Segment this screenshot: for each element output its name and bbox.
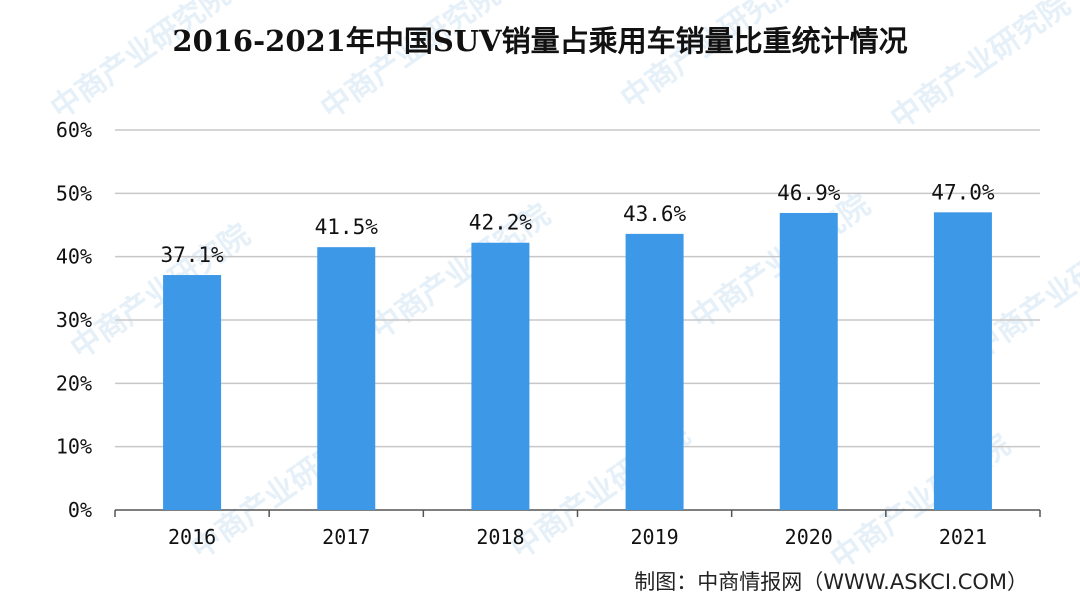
x-tick-label-2019: 2019 [630,525,678,549]
y-tick-label: 30% [56,308,92,332]
bar-2017 [317,247,376,510]
x-tick-label-2017: 2017 [322,525,370,549]
data-label-2017: 41.5% [315,215,379,239]
y-tick-label: 40% [56,245,92,269]
data-label-2019: 43.6% [623,202,687,226]
y-tick-label: 50% [56,181,92,205]
bar-2020 [779,212,838,510]
data-label-2018: 42.2% [469,211,533,235]
data-label-2021: 47.0% [931,180,995,204]
y-tick-label: 60% [56,118,92,142]
y-tick-label: 20% [56,371,92,395]
chart-title: 2016-2021年中国SUV销量占乘用车销量比重统计情况 [172,24,908,58]
x-tick-label-2020: 2020 [785,525,833,549]
bar-2019 [625,233,684,510]
bar-2021 [933,212,992,511]
bar-2016 [163,275,222,510]
data-label-2016: 37.1% [160,243,224,267]
source-note: 制图：中商情报网（WWW.ASKCI.COM） [634,570,1028,594]
data-label-2020: 46.9% [777,181,841,205]
y-tick-label: 10% [56,435,92,459]
bar-2018 [471,242,530,510]
x-tick-label-2016: 2016 [168,525,216,549]
x-tick-label-2021: 2021 [939,525,987,549]
y-tick-label: 0% [68,498,92,522]
x-tick-label-2018: 2018 [476,525,524,549]
